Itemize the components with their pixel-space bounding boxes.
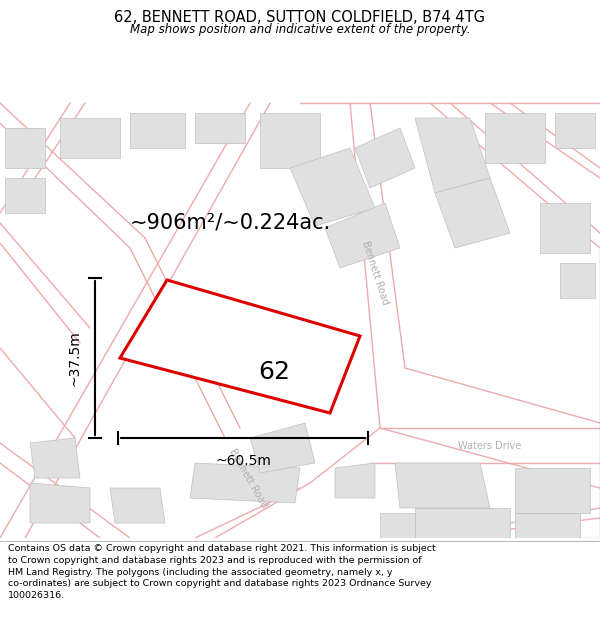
Polygon shape: [290, 148, 375, 226]
Text: Waters Drive: Waters Drive: [458, 441, 521, 451]
Polygon shape: [540, 203, 590, 253]
Text: Bennett Road: Bennett Road: [360, 240, 390, 306]
Polygon shape: [30, 438, 80, 478]
Polygon shape: [325, 203, 400, 268]
Polygon shape: [515, 513, 580, 538]
Text: ~906m²/~0.224ac.: ~906m²/~0.224ac.: [130, 213, 331, 233]
Polygon shape: [560, 263, 595, 298]
Polygon shape: [380, 513, 415, 538]
Polygon shape: [195, 113, 245, 143]
Polygon shape: [30, 483, 90, 523]
Polygon shape: [555, 113, 595, 148]
Polygon shape: [395, 463, 490, 508]
Polygon shape: [260, 113, 320, 168]
Polygon shape: [355, 128, 415, 188]
Polygon shape: [335, 463, 375, 498]
Polygon shape: [110, 488, 165, 523]
Text: Bennett Road: Bennett Road: [227, 447, 269, 509]
Polygon shape: [250, 423, 315, 473]
Polygon shape: [190, 463, 300, 503]
Polygon shape: [5, 128, 45, 168]
Polygon shape: [415, 508, 510, 538]
Text: 62: 62: [258, 360, 290, 384]
Polygon shape: [435, 178, 510, 248]
Text: Map shows position and indicative extent of the property.: Map shows position and indicative extent…: [130, 23, 470, 36]
Text: Contains OS data © Crown copyright and database right 2021. This information is : Contains OS data © Crown copyright and d…: [8, 544, 436, 600]
Polygon shape: [60, 118, 120, 158]
Polygon shape: [485, 113, 545, 163]
Text: 62, BENNETT ROAD, SUTTON COLDFIELD, B74 4TG: 62, BENNETT ROAD, SUTTON COLDFIELD, B74 …: [115, 9, 485, 24]
Text: ~37.5m: ~37.5m: [67, 330, 81, 386]
Polygon shape: [415, 118, 490, 193]
Polygon shape: [5, 178, 45, 213]
Polygon shape: [130, 113, 185, 148]
Polygon shape: [120, 280, 360, 413]
Text: ~60.5m: ~60.5m: [215, 454, 271, 468]
Polygon shape: [515, 468, 590, 513]
